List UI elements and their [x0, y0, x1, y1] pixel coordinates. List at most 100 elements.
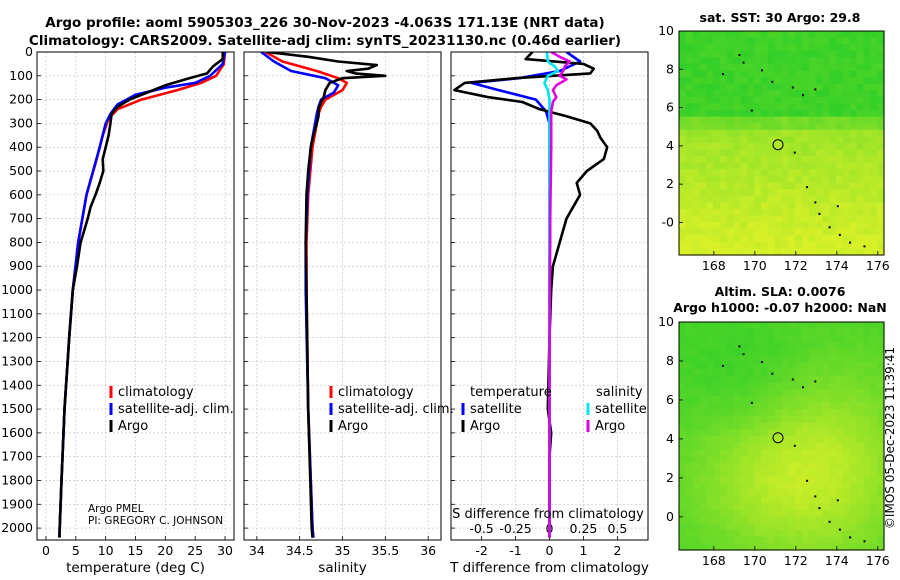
- heatmap-cell: [713, 509, 721, 518]
- heatmap-cell: [877, 70, 885, 78]
- heatmap-cell: [836, 482, 844, 491]
- heatmap-cell: [802, 215, 810, 223]
- heatmap-cell: [706, 422, 714, 430]
- heatmap-cell: [699, 449, 707, 457]
- heatmap-cell: [808, 208, 817, 217]
- heatmap-cell: [802, 509, 810, 518]
- heatmap-cell: [781, 182, 789, 190]
- heatmap-cell: [849, 103, 858, 111]
- heatmap-cell: [726, 409, 735, 417]
- heatmap-cell: [747, 516, 755, 524]
- heatmap-cell: [726, 110, 735, 118]
- heatmap-cell: [733, 509, 742, 518]
- heatmap-cell: [740, 241, 748, 249]
- heatmap-cell: [720, 77, 728, 85]
- heatmap-cell: [713, 208, 721, 217]
- heatmap-cell: [699, 516, 707, 524]
- heatmap-cell: [713, 235, 721, 243]
- island-marker: [814, 380, 817, 383]
- heatmap-cell: [877, 90, 885, 98]
- heatmap-cell: [795, 415, 803, 424]
- heatmap-cell: [815, 489, 824, 497]
- heatmap-cell: [836, 342, 844, 350]
- heatmap-cell: [788, 536, 796, 544]
- heatmap-cell: [795, 110, 803, 118]
- heatmap-cell: [808, 436, 817, 444]
- heatmap-cell: [679, 529, 687, 538]
- heatmap-cell: [829, 70, 837, 78]
- heatmap-cell: [692, 202, 701, 210]
- heatmap-cell: [802, 335, 810, 343]
- heatmap-cell: [740, 228, 748, 236]
- heatmap-cell: [685, 496, 694, 504]
- heatmap-cell: [733, 543, 742, 551]
- heatmap-cell: [863, 496, 871, 504]
- heatmap-cell: [699, 189, 707, 197]
- heatmap-cell: [774, 449, 783, 457]
- heatmap-cell: [726, 208, 735, 217]
- heatmap-cell: [822, 215, 830, 223]
- heatmap-cell: [747, 368, 755, 377]
- heatmap-cell: [781, 110, 789, 118]
- heatmap-cell: [795, 335, 803, 343]
- heatmap-cell: [822, 482, 830, 491]
- heatmap-cell: [836, 523, 844, 531]
- heatmap-cell: [836, 429, 844, 437]
- heatmap-cell: [863, 476, 871, 484]
- heatmap-cell: [761, 389, 769, 397]
- heatmap-cell: [685, 248, 694, 256]
- sla-map-title: Altim. SLA: 0.0076: [715, 284, 846, 299]
- heatmap-cell: [761, 348, 769, 357]
- heatmap-cell: [692, 248, 701, 256]
- heatmap-cell: [877, 429, 885, 437]
- heatmap-cell: [713, 149, 721, 157]
- heatmap-cell: [713, 31, 721, 39]
- heatmap-cell: [713, 489, 721, 497]
- heatmap-cell: [781, 509, 789, 518]
- heatmap-cell: [747, 482, 755, 491]
- heatmap-cell: [781, 389, 789, 397]
- heatmap-cell: [706, 342, 714, 350]
- x-tick-label: 25: [187, 543, 203, 558]
- heatmap-cell: [788, 77, 796, 85]
- heatmap-cell: [733, 395, 742, 404]
- heatmap-cell: [849, 489, 858, 497]
- heatmap-cell: [720, 529, 728, 538]
- map-x-tick-label: 174: [825, 258, 849, 273]
- heatmap-cell: [685, 96, 694, 105]
- heatmap-cell: [767, 335, 776, 343]
- heatmap-cell: [740, 409, 748, 417]
- heatmap-cell: [843, 143, 851, 151]
- heatmap-cell: [726, 44, 735, 52]
- heatmap-cell: [740, 175, 748, 184]
- heatmap-cell: [863, 136, 871, 144]
- heatmap-cell: [706, 322, 714, 330]
- heatmap-cell: [863, 436, 871, 444]
- heatmap-cell: [740, 509, 748, 518]
- heatmap-cell: [802, 162, 810, 170]
- heatmap-cell: [836, 456, 844, 464]
- heatmap-cell: [754, 509, 762, 518]
- heatmap-cell: [856, 202, 865, 210]
- heatmap-cell: [815, 44, 824, 52]
- depth-tick-label: 900: [9, 258, 33, 273]
- heatmap-cell: [822, 509, 830, 518]
- heatmap-cell: [822, 436, 830, 444]
- heatmap-cell: [761, 110, 769, 118]
- heatmap-cell: [692, 63, 701, 72]
- heatmap-cell: [774, 202, 783, 210]
- heatmap-cell: [877, 462, 885, 471]
- heatmap-cell: [706, 469, 714, 477]
- heatmap-cell: [802, 415, 810, 424]
- heatmap-cell: [699, 50, 707, 58]
- heatmap-cell: [788, 516, 796, 524]
- heatmap-cell: [685, 129, 694, 137]
- heatmap-cell: [822, 44, 830, 52]
- heatmap-cell: [747, 103, 755, 111]
- heatmap-cell: [870, 543, 878, 551]
- heatmap-cell: [685, 342, 694, 350]
- heatmap-cell: [726, 96, 735, 105]
- heatmap-cell: [856, 409, 865, 417]
- heatmap-cell: [870, 202, 878, 210]
- heatmap-cell: [815, 516, 824, 524]
